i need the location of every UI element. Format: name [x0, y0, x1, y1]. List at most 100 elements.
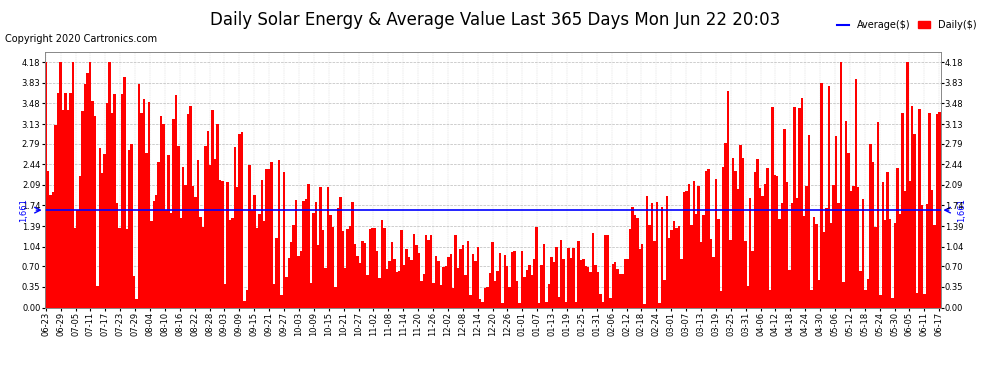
Bar: [727, 90, 730, 308]
Bar: [474, 261, 476, 308]
Bar: [921, 205, 924, 308]
Bar: [307, 184, 310, 308]
Bar: [688, 184, 690, 308]
Bar: [660, 207, 663, 308]
Bar: [202, 227, 204, 308]
Bar: [164, 210, 167, 308]
Bar: [148, 102, 150, 308]
Bar: [340, 196, 342, 308]
Bar: [658, 303, 660, 307]
Bar: [358, 263, 361, 308]
Bar: [816, 224, 818, 308]
Bar: [528, 265, 531, 308]
Bar: [509, 287, 511, 308]
Bar: [141, 113, 143, 308]
Bar: [207, 132, 209, 308]
Bar: [936, 114, 939, 308]
Bar: [479, 299, 481, 307]
Bar: [410, 260, 413, 308]
Bar: [443, 267, 445, 308]
Bar: [192, 186, 194, 308]
Bar: [695, 214, 698, 308]
Bar: [348, 226, 351, 308]
Bar: [857, 187, 859, 308]
Bar: [818, 280, 821, 308]
Bar: [268, 169, 270, 308]
Bar: [675, 228, 678, 308]
Bar: [926, 204, 929, 308]
Bar: [859, 271, 862, 308]
Bar: [516, 280, 519, 308]
Bar: [486, 287, 489, 308]
Bar: [244, 301, 246, 307]
Bar: [645, 196, 648, 308]
Bar: [47, 171, 50, 308]
Bar: [423, 274, 425, 308]
Bar: [351, 202, 353, 308]
Bar: [786, 182, 788, 308]
Bar: [413, 234, 415, 308]
Bar: [825, 208, 828, 308]
Bar: [398, 271, 401, 308]
Text: 1,661: 1,661: [20, 198, 29, 222]
Bar: [239, 135, 241, 308]
Bar: [231, 219, 234, 308]
Bar: [101, 174, 104, 308]
Bar: [547, 284, 550, 308]
Bar: [796, 198, 798, 308]
Bar: [99, 148, 101, 308]
Bar: [823, 232, 825, 308]
Bar: [744, 241, 746, 308]
Bar: [496, 271, 499, 308]
Bar: [489, 273, 491, 308]
Bar: [894, 223, 896, 308]
Bar: [491, 242, 494, 308]
Bar: [746, 286, 749, 308]
Bar: [639, 249, 642, 308]
Bar: [793, 107, 796, 307]
Bar: [376, 251, 378, 308]
Bar: [781, 203, 783, 308]
Bar: [916, 293, 919, 308]
Bar: [157, 162, 160, 308]
Bar: [864, 290, 867, 308]
Bar: [292, 225, 295, 308]
Bar: [791, 203, 793, 308]
Bar: [504, 255, 506, 308]
Bar: [209, 165, 212, 308]
Bar: [862, 200, 864, 308]
Bar: [648, 225, 650, 308]
Bar: [778, 219, 781, 308]
Bar: [169, 213, 172, 308]
Bar: [305, 199, 307, 308]
Bar: [363, 243, 366, 308]
Bar: [663, 280, 665, 308]
Bar: [642, 244, 644, 308]
Bar: [759, 189, 761, 308]
Bar: [250, 210, 253, 308]
Bar: [69, 93, 71, 308]
Bar: [418, 253, 420, 308]
Bar: [150, 221, 152, 308]
Text: Daily Solar Energy & Average Value Last 365 Days Mon Jun 22 20:03: Daily Solar Energy & Average Value Last …: [210, 11, 780, 29]
Bar: [317, 245, 320, 308]
Bar: [680, 259, 683, 308]
Bar: [285, 277, 287, 308]
Bar: [771, 108, 773, 307]
Bar: [253, 195, 255, 308]
Bar: [589, 272, 592, 308]
Bar: [287, 258, 290, 308]
Bar: [177, 146, 179, 308]
Bar: [381, 219, 383, 308]
Bar: [644, 304, 645, 307]
Bar: [614, 262, 617, 308]
Bar: [622, 274, 624, 308]
Bar: [197, 160, 199, 308]
Bar: [768, 290, 771, 308]
Bar: [234, 147, 236, 308]
Bar: [668, 238, 670, 308]
Bar: [632, 207, 634, 308]
Bar: [187, 114, 189, 308]
Bar: [761, 196, 763, 308]
Bar: [84, 84, 86, 308]
